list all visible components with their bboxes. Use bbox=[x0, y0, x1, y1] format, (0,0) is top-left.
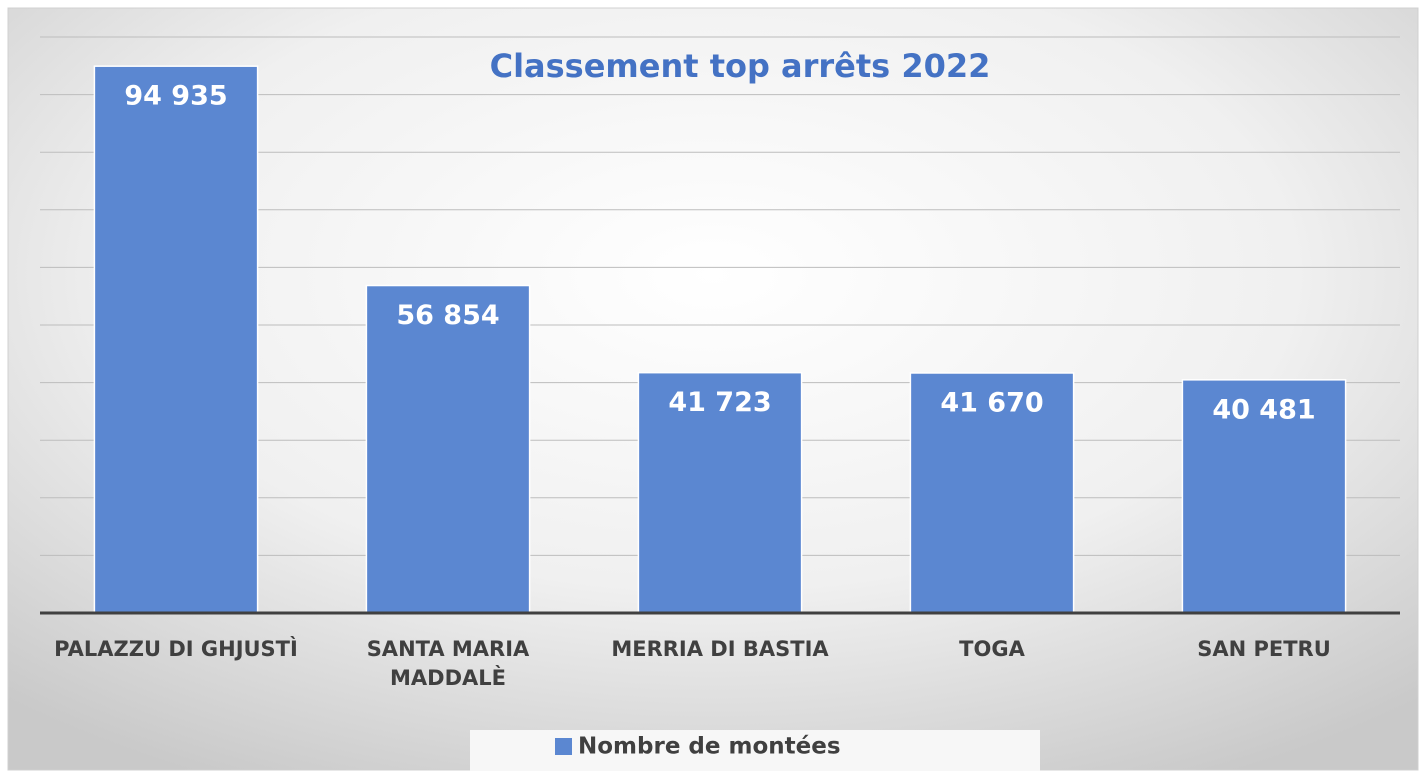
data-label: 41 723 bbox=[668, 387, 771, 418]
x-tick-label: MERRIA DI BASTIA bbox=[611, 637, 829, 661]
bar bbox=[1181, 379, 1347, 614]
data-label: 56 854 bbox=[396, 300, 499, 331]
data-label: 40 481 bbox=[1212, 394, 1315, 425]
chart-title: Classement top arrêts 2022 bbox=[490, 47, 991, 85]
bar bbox=[637, 371, 803, 614]
x-tick-label: TOGA bbox=[959, 637, 1025, 661]
data-label: 94 935 bbox=[124, 81, 227, 112]
x-tick-label: SANTA MARIA MADDALÈ bbox=[367, 637, 530, 690]
data-label: 41 670 bbox=[940, 387, 1043, 418]
x-tick-label: SAN PETRU bbox=[1197, 637, 1331, 661]
legend-label: Nombre de montées bbox=[578, 734, 841, 760]
bar bbox=[93, 65, 259, 614]
x-tick-label: PALAZZU DI GHJUSTÌ bbox=[54, 636, 298, 661]
legend-swatch bbox=[555, 738, 572, 755]
bar bbox=[909, 372, 1075, 614]
bar bbox=[365, 284, 531, 614]
